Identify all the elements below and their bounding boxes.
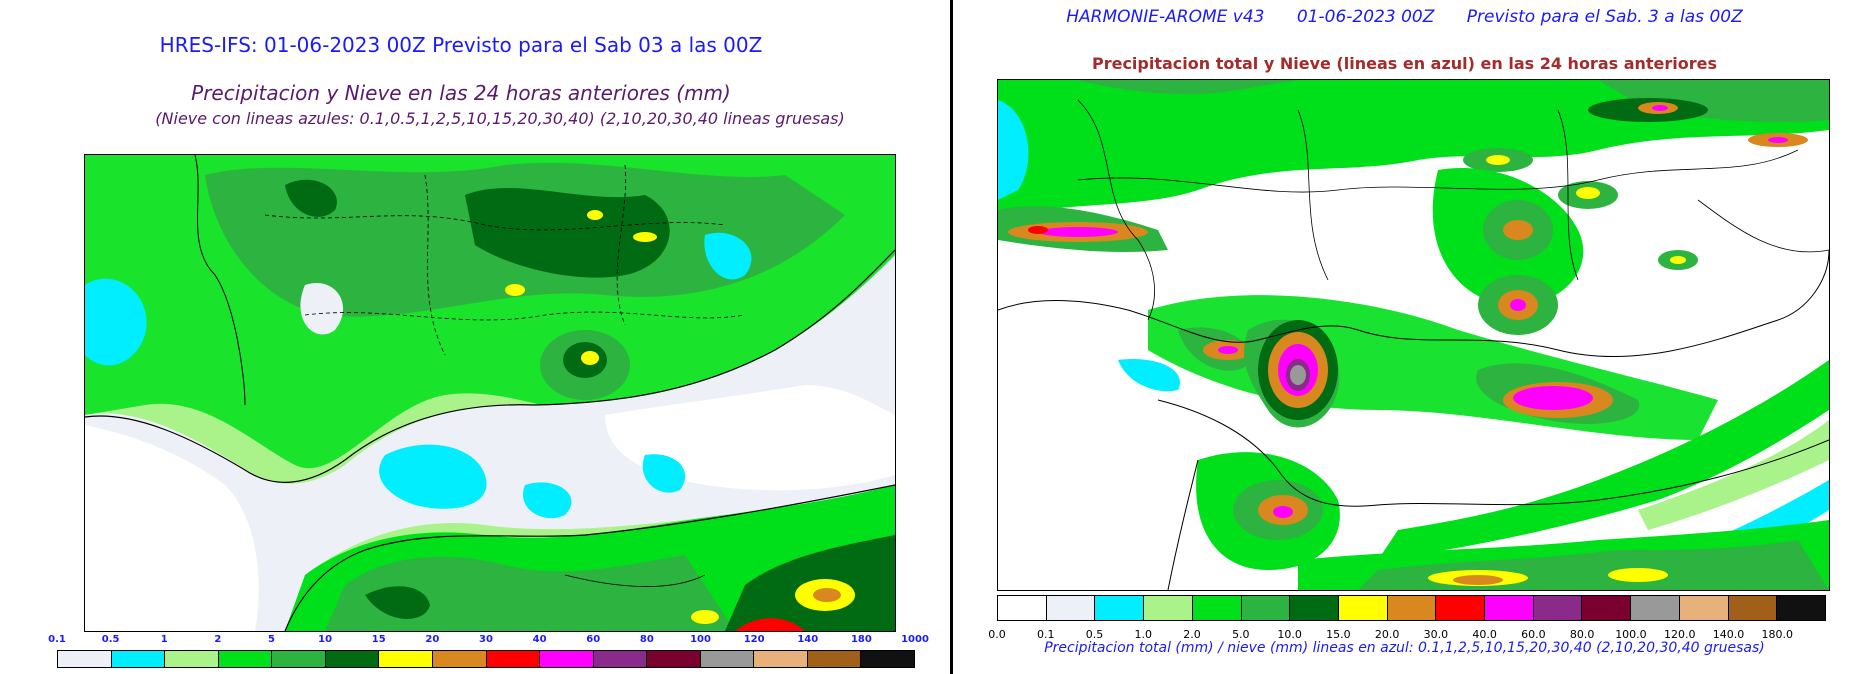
right-colorbar-tick-label: 0.1 xyxy=(1037,628,1055,641)
harmonie-arome-panel: HARMONIE-AROME v43 01-06-2023 00Z Previs… xyxy=(953,0,1856,674)
right-header: HARMONIE-AROME v43 01-06-2023 00Z Previs… xyxy=(1066,7,1743,27)
left-colorbar-tick-label: 140 xyxy=(797,634,819,645)
right-colorbar-tick-label: 1.0 xyxy=(1134,628,1153,641)
right-colorbar-cell xyxy=(1631,596,1680,620)
right-colorbar-cell xyxy=(1728,596,1778,620)
left-colorbar-tick-label: 1 xyxy=(160,634,168,645)
left-colorbar-cell xyxy=(165,651,219,667)
left-colorbar-cell xyxy=(111,651,166,667)
right-colorbar-tick-label: 40.0 xyxy=(1472,628,1497,641)
left-colorbar xyxy=(57,650,915,668)
right-colorbar-cell xyxy=(1777,596,1825,620)
right-colorbar-cell xyxy=(1046,596,1096,620)
left-colorbar-ticks: 0.1 0.5 1 2 5 10 15 20 30 40 60 80 100 120 140 180 1000 xyxy=(48,634,929,646)
hres-ifs-panel: HRES-IFS: 01-06-2023 00Z Previsto para e… xyxy=(48,33,929,668)
right-colorbar-tick-label: 120.0 xyxy=(1663,628,1696,641)
right-precip-map xyxy=(997,79,1830,591)
right-map-graphic xyxy=(998,80,1829,590)
left-precip-map xyxy=(84,154,896,632)
left-colorbar-tick-label: 20 xyxy=(425,634,440,645)
right-colorbar-tick-label: 20.0 xyxy=(1374,628,1400,641)
left-colorbar-cell xyxy=(486,651,541,667)
left-map-graphic xyxy=(85,155,895,631)
right-colorbar-cell xyxy=(1192,596,1242,620)
left-colorbar-tick-label: 5 xyxy=(268,634,275,645)
left-colorbar-cell xyxy=(325,651,380,667)
left-colorbar-tick-label: 2 xyxy=(214,634,222,645)
right-colorbar-tick-label: 0.5 xyxy=(1085,628,1104,641)
left-colorbar-tick-label: 15 xyxy=(371,634,386,645)
left-colorbar-cell xyxy=(379,651,433,667)
left-colorbar-cell xyxy=(540,651,594,667)
left-colorbar-cell xyxy=(218,651,273,667)
right-colorbar-cell xyxy=(1241,596,1291,620)
right-title: Precipitacion total y Nieve (lineas en a… xyxy=(1091,54,1718,73)
left-colorbar-cell xyxy=(58,651,112,667)
left-colorbar-tick-label: 80 xyxy=(639,634,654,645)
right-colorbar-cell xyxy=(1533,596,1583,620)
left-subtitle: Precipitacion y Nieve en las 24 horas an… xyxy=(191,81,731,105)
left-title: HRES-IFS: 01-06-2023 00Z Previsto para e… xyxy=(159,33,763,57)
right-colorbar-tick-label: 0.0 xyxy=(988,628,1006,641)
right-colorbar-cell xyxy=(1387,596,1437,620)
right-colorbar-tick-label: 30.0 xyxy=(1423,628,1449,641)
left-colorbar-cell xyxy=(861,651,914,667)
left-colorbar-tick-label: 100 xyxy=(690,634,711,645)
panel-divider xyxy=(950,0,953,674)
left-colorbar-tick-label: 60 xyxy=(586,634,601,645)
right-colorbar-tick-label: 5.0 xyxy=(1232,628,1250,641)
left-colorbar-tick-label: 0.1 xyxy=(48,634,66,645)
left-colorbar-cell xyxy=(807,651,862,667)
right-colorbar-tick-label: 180.0 xyxy=(1761,628,1793,641)
right-colorbar-tick-label: 15.0 xyxy=(1326,628,1351,641)
right-colorbar-tick-label: 140.0 xyxy=(1712,628,1745,641)
left-colorbar-cell xyxy=(593,651,648,667)
left-colorbar-cell xyxy=(754,651,808,667)
left-colorbar-cell xyxy=(432,651,487,667)
right-colorbar-cell xyxy=(1144,596,1193,620)
right-colorbar-cell xyxy=(1338,596,1388,620)
left-colorbar-tick-label: 10 xyxy=(318,634,333,645)
left-note: (Nieve con lineas azules: 0.1,0.5,1,2,5,… xyxy=(155,109,845,128)
right-colorbar xyxy=(997,595,1826,621)
right-colorbar-tick-label: 100.0 xyxy=(1615,628,1647,641)
left-colorbar-tick-label: 40 xyxy=(532,634,547,645)
right-colorbar-tick-label: 60.0 xyxy=(1521,628,1546,641)
right-colorbar-cell xyxy=(1485,596,1534,620)
left-colorbar-tick-label: 30 xyxy=(479,634,493,645)
left-colorbar-cell xyxy=(700,651,755,667)
right-colorbar-cell xyxy=(1290,596,1339,620)
right-colorbar-tick-label: 80.0 xyxy=(1569,628,1595,641)
right-colorbar-tick-label: 10.0 xyxy=(1277,628,1302,641)
right-caption: Precipitacion total (mm) / nieve (mm) li… xyxy=(1044,640,1765,656)
right-colorbar-cell xyxy=(998,596,1047,620)
right-colorbar-ticks: 0.0 0.1 0.5 1.0 2.0 5.0 10.0 15.0 20.0 30.0 40.0 60… xyxy=(988,628,1826,641)
right-colorbar-cell xyxy=(1582,596,1632,620)
left-colorbar-tick-label: 0.5 xyxy=(101,634,120,645)
right-colorbar-cell xyxy=(1436,596,1486,620)
left-colorbar-cell xyxy=(272,651,326,667)
left-colorbar-cell xyxy=(647,651,701,667)
right-colorbar-cell xyxy=(1679,596,1729,620)
left-colorbar-tick-label: 120 xyxy=(743,634,765,645)
right-colorbar-cell xyxy=(1095,596,1145,620)
left-colorbar-tick-label: 1000 xyxy=(901,634,929,645)
left-colorbar-tick-label: 180 xyxy=(850,634,872,645)
right-colorbar-tick-label: 2.0 xyxy=(1183,628,1201,641)
